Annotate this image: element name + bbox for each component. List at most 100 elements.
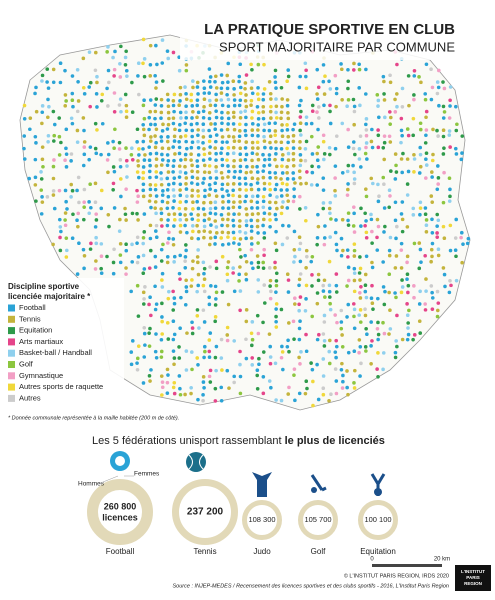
map-dot [352, 205, 356, 209]
map-dot [364, 349, 368, 353]
legend-title: licenciée majoritaire * [8, 292, 91, 301]
map-dot [237, 74, 242, 79]
map-dot [171, 237, 176, 241]
map-dot [305, 386, 309, 391]
map-dot [172, 391, 177, 396]
map-dot [345, 385, 349, 390]
map-dot [22, 157, 27, 161]
map-dot [447, 133, 452, 137]
map-dot [298, 146, 302, 151]
map-dot [261, 391, 266, 396]
map-dot [214, 98, 219, 102]
map-dot [135, 127, 140, 132]
map-dot [256, 62, 261, 67]
map-dot [166, 241, 170, 245]
map-dot [59, 229, 63, 234]
map-dot [237, 176, 242, 180]
map-dot [226, 260, 231, 264]
map-dot [195, 314, 200, 318]
map-dot [363, 272, 368, 277]
map-dot [387, 188, 392, 193]
map-dot [363, 151, 368, 156]
map-dot [459, 157, 464, 162]
map-dot [412, 295, 416, 300]
map-dot [196, 218, 200, 223]
map-dot [202, 224, 207, 229]
map-dot [201, 380, 206, 384]
map-dot [382, 206, 387, 210]
map-dot [352, 307, 357, 312]
map-dot [232, 212, 236, 217]
map-dot [231, 230, 236, 235]
map-dot [213, 315, 218, 319]
map-dot [125, 74, 129, 78]
map-dot [298, 74, 303, 79]
map-dot [196, 153, 201, 157]
map-dot [64, 146, 68, 151]
map-dot [430, 254, 434, 259]
map-dot [262, 181, 267, 186]
map-dot [226, 199, 231, 204]
map-dot [197, 229, 201, 234]
map-dot [274, 319, 278, 324]
map-dot [189, 98, 194, 103]
map-dot [286, 140, 290, 145]
map-dot [430, 85, 435, 90]
map-dot [166, 170, 171, 174]
map-dot [130, 146, 134, 151]
map-dot [207, 116, 212, 121]
map-dot [375, 93, 380, 97]
map-dot [352, 68, 356, 72]
map-dot [172, 176, 177, 180]
map-dot [207, 217, 211, 221]
map-dot [119, 109, 123, 114]
map-dot [357, 338, 362, 342]
map-dot [40, 73, 45, 78]
map-dot [268, 344, 273, 349]
map-dot [293, 296, 297, 300]
map-dot [148, 295, 152, 299]
map-dot [322, 344, 327, 348]
map-dot [70, 121, 75, 126]
map-dot [417, 302, 422, 306]
map-dot [268, 193, 272, 198]
map-dot [178, 92, 183, 97]
map-dot [370, 283, 374, 288]
map-dot [40, 157, 45, 162]
map-dot [388, 194, 392, 198]
map-dot [376, 351, 380, 355]
map-dot [365, 332, 369, 337]
map-dot [345, 193, 350, 197]
map-dot [113, 127, 117, 132]
map-dot [89, 241, 93, 246]
map-dot [407, 308, 411, 313]
map-dot [191, 110, 195, 114]
map-dot [267, 212, 272, 216]
map-dot [159, 349, 164, 354]
map-dot [172, 260, 176, 264]
map-dot [231, 223, 236, 228]
map-dot [244, 236, 248, 241]
map-dot [341, 379, 345, 384]
map-dot [280, 350, 285, 354]
map-dot [51, 176, 56, 181]
map-dot [165, 321, 170, 325]
ring [172, 479, 238, 545]
map-dot [118, 75, 123, 79]
map-dot [202, 289, 207, 294]
map-dot [160, 385, 165, 390]
map-dot [389, 169, 393, 173]
map-dot [58, 235, 62, 240]
map-dot [346, 278, 351, 283]
map-dot [82, 128, 86, 133]
map-dot [226, 302, 231, 307]
map-dot [142, 331, 147, 336]
map-dot [261, 205, 266, 210]
map-dot [112, 146, 116, 151]
map-dot [281, 200, 285, 204]
map-dot [82, 140, 87, 144]
map-dot [207, 128, 211, 133]
map-dot [341, 373, 345, 378]
map-dot [382, 79, 386, 84]
map-dot [333, 313, 337, 317]
